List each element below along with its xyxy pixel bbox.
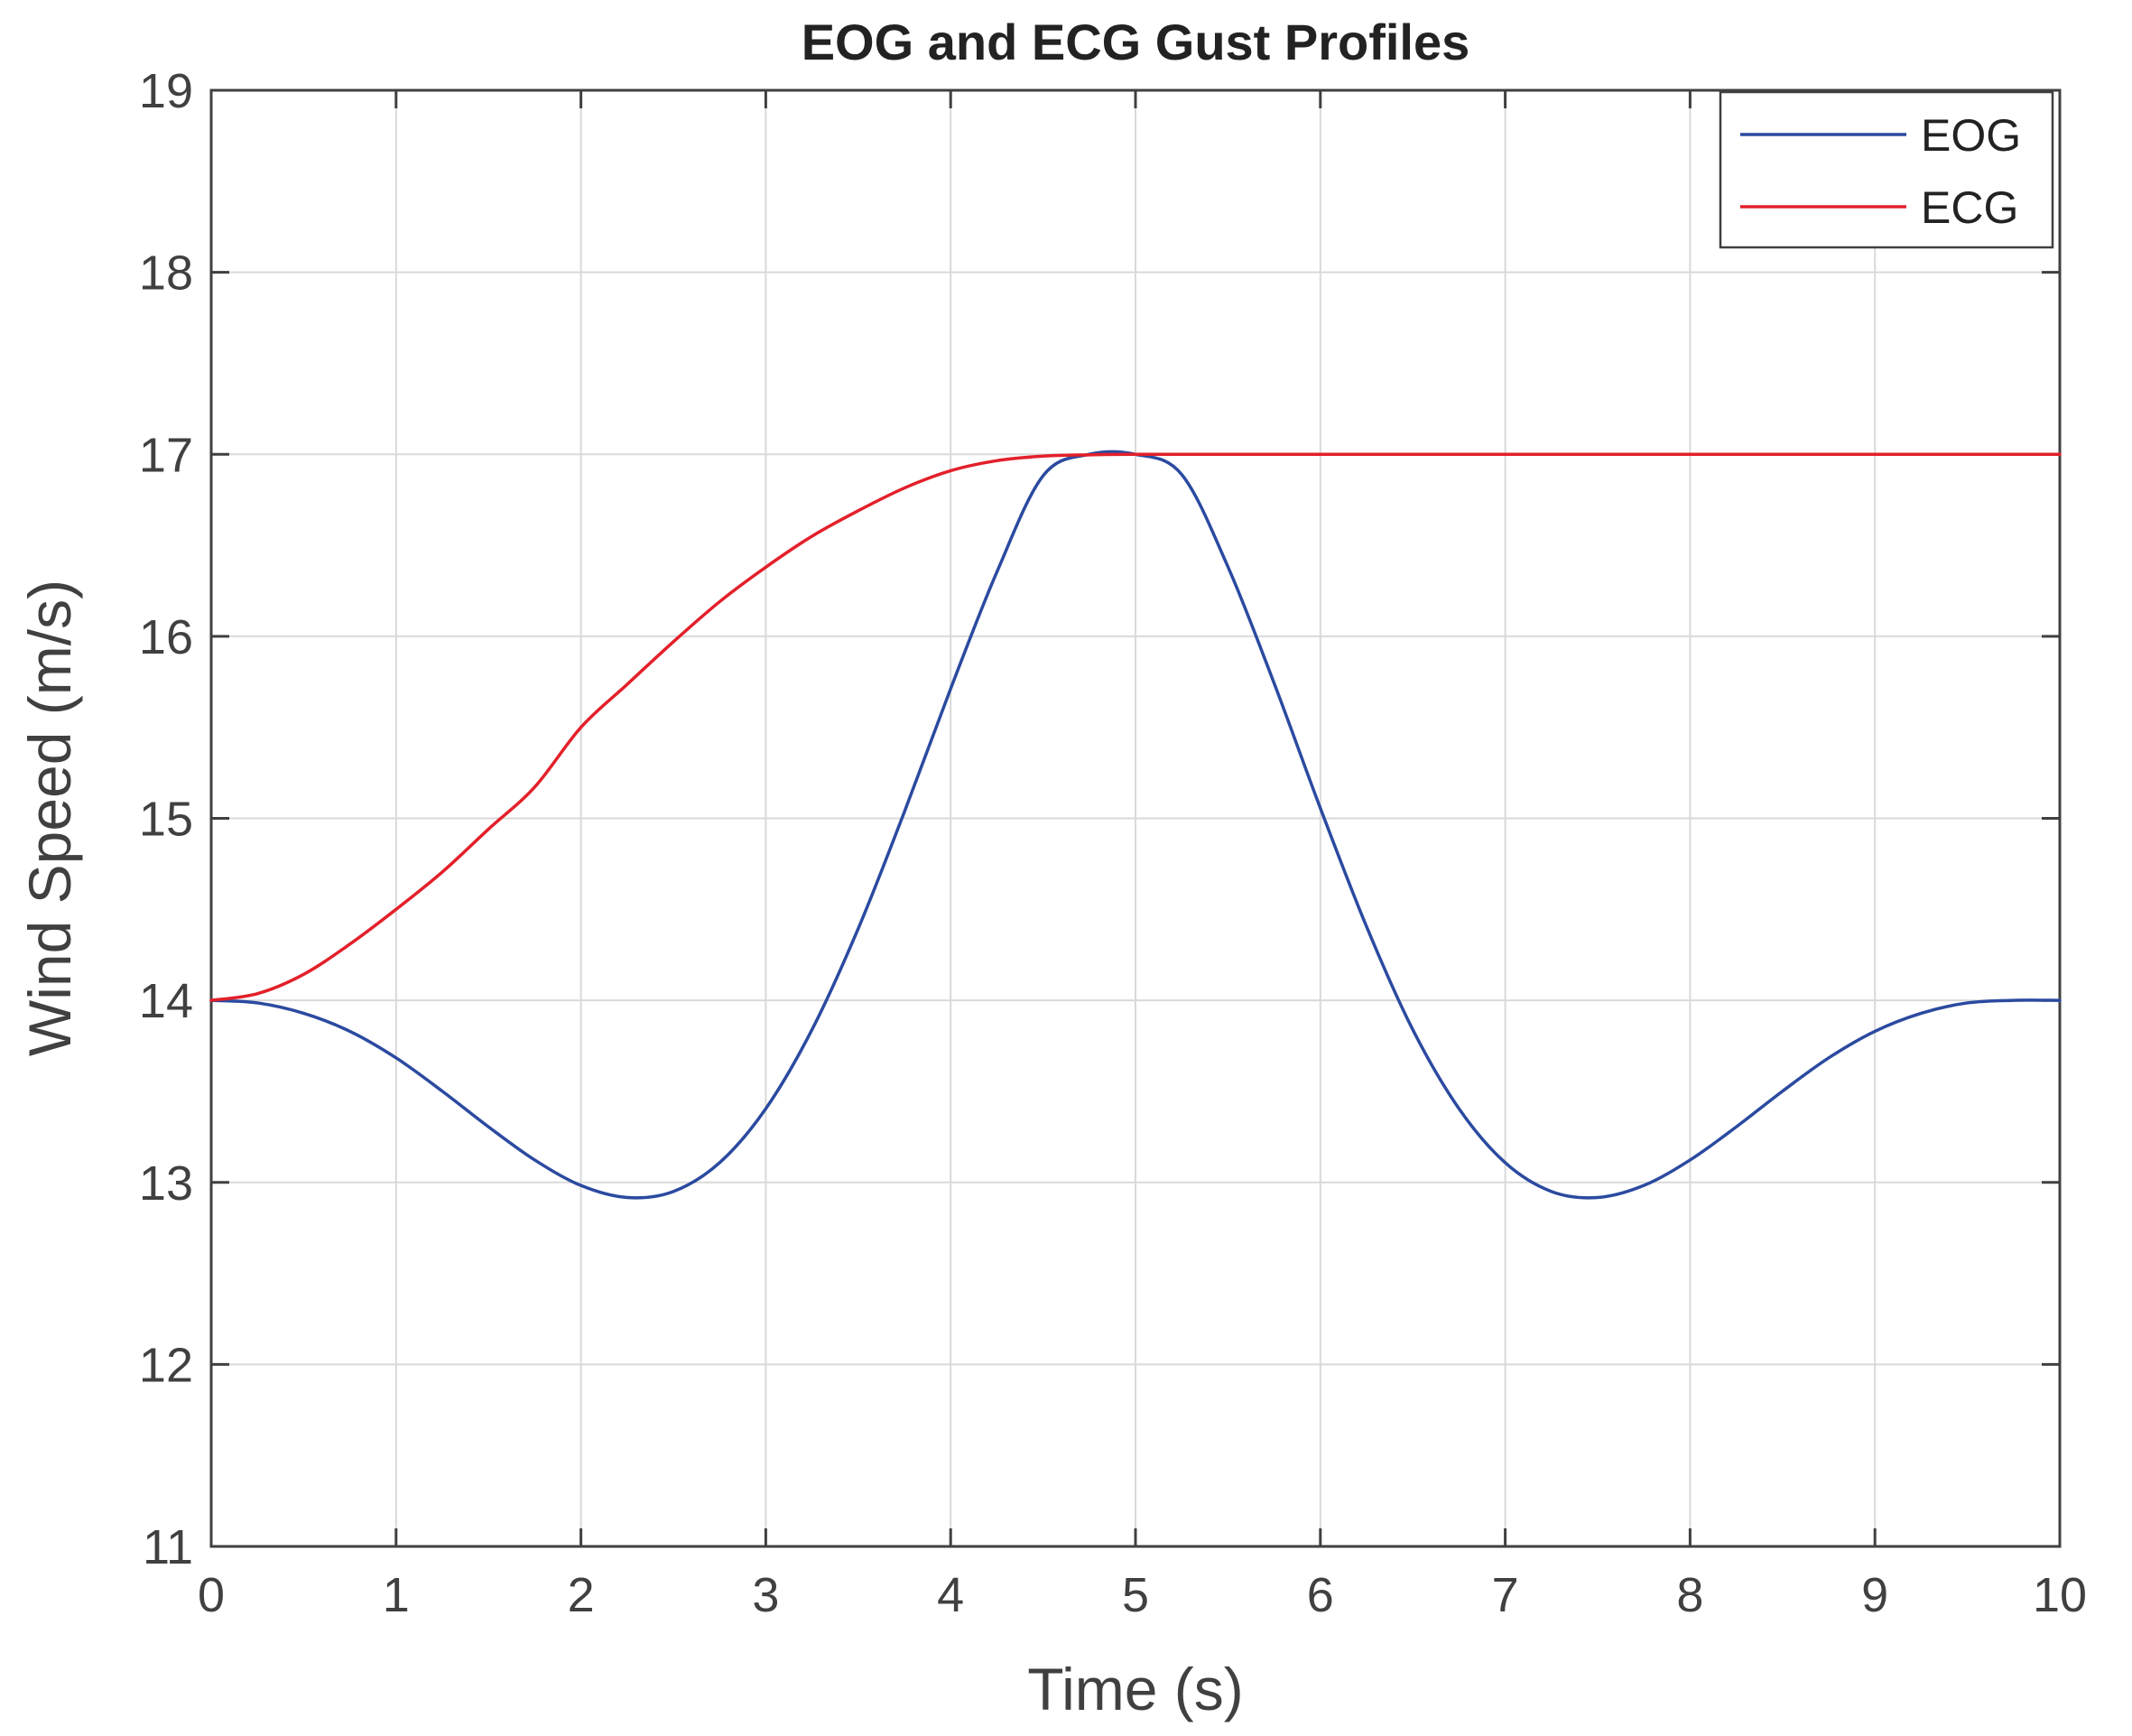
- x-tick-label: 3: [752, 1568, 779, 1622]
- x-tick-label: 1: [383, 1568, 410, 1622]
- y-tick-label: 17: [139, 428, 193, 482]
- y-tick-label: 16: [139, 610, 193, 664]
- series-layer: [209, 450, 2062, 1200]
- x-tick-label: 8: [1676, 1568, 1703, 1622]
- y-tick-label: 13: [139, 1156, 193, 1211]
- x-tick-label: 10: [2033, 1568, 2087, 1622]
- y-tick-label: 11: [143, 1520, 193, 1574]
- legend: EOG ECG: [1719, 90, 2054, 249]
- y-tick-label: 12: [139, 1338, 193, 1392]
- y-tick-label: 15: [139, 793, 193, 847]
- chart-title: EOG and ECG Gust Profiles: [802, 14, 1470, 70]
- grid-layer: [211, 90, 2060, 1546]
- series-line-ecg: [209, 452, 2062, 1002]
- legend-label-ecg: ECG: [1921, 182, 2018, 233]
- x-tick-label: 5: [1122, 1568, 1149, 1622]
- y-axis-label: Wind Speed (m/s): [16, 580, 83, 1056]
- y-tick-label: 19: [139, 64, 193, 118]
- legend-box: [1719, 90, 2054, 249]
- y-tick-label: 14: [139, 974, 193, 1028]
- x-tick-label: 2: [568, 1568, 595, 1622]
- y-tick-label: 18: [139, 246, 193, 301]
- legend-label-eog: EOG: [1921, 110, 2021, 161]
- x-axis-label: Time (s): [1027, 1656, 1244, 1722]
- x-tick-label: 9: [1861, 1568, 1888, 1622]
- x-tick-label: 7: [1492, 1568, 1519, 1622]
- x-tick-label: 4: [937, 1568, 964, 1622]
- x-tick-label: 0: [198, 1568, 225, 1622]
- x-tick-label: 6: [1307, 1568, 1334, 1622]
